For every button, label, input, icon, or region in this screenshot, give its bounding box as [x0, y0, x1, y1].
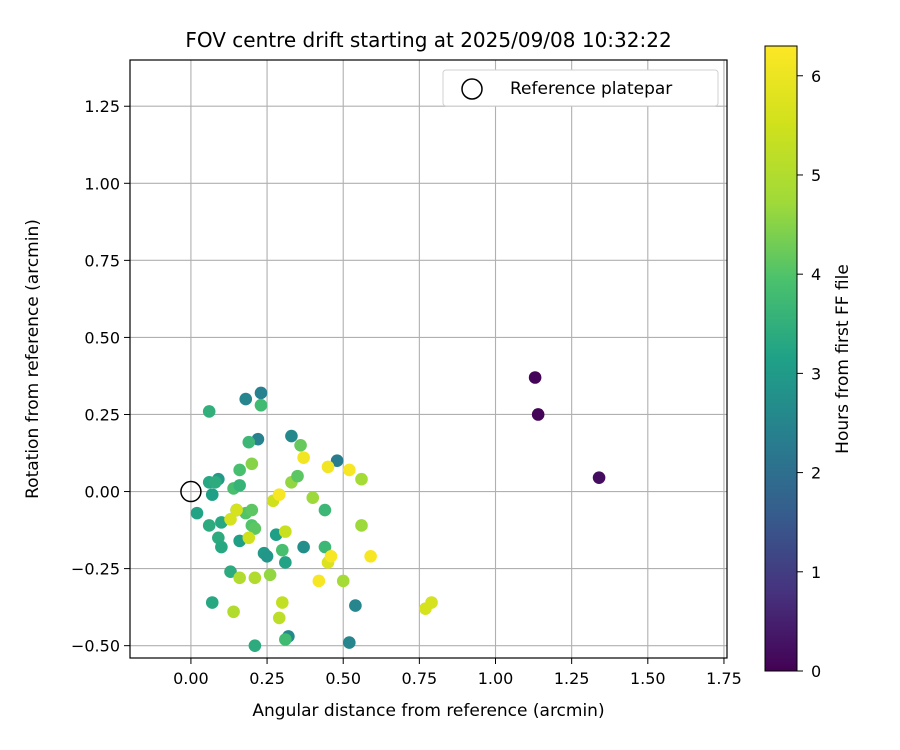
data-point	[275, 596, 289, 609]
data-point	[592, 471, 606, 484]
legend-label: Reference platepar	[510, 79, 672, 99]
x-tick-label: 1.50	[630, 669, 666, 688]
data-point	[254, 398, 268, 412]
data-point	[239, 392, 253, 406]
colorbar-label: Hours from first FF file	[833, 264, 853, 454]
data-point	[297, 540, 310, 554]
reference-platepar-marker	[180, 480, 202, 503]
data-point	[330, 454, 344, 468]
y-axis-label: Rotation from reference (arcmin)	[23, 219, 43, 499]
colorbar-tick-label: 1	[811, 563, 821, 582]
y-tick-label: 0.50	[84, 328, 120, 347]
data-point	[248, 522, 262, 535]
x-tick-label: 0.25	[249, 669, 285, 688]
data-point	[230, 503, 243, 517]
data-point	[294, 439, 307, 452]
colorbar-gradient	[764, 45, 798, 672]
y-tick-label: 1.25	[84, 97, 120, 116]
data-point	[233, 571, 246, 585]
colorbar-tick-label: 2	[811, 464, 821, 483]
data-point	[263, 568, 277, 582]
data-point	[224, 565, 237, 578]
data-point	[242, 435, 256, 449]
data-point	[233, 479, 246, 492]
x-tick-label: 0.00	[173, 669, 209, 688]
data-point	[343, 636, 356, 649]
data-point	[248, 639, 262, 652]
data-point	[224, 512, 237, 526]
data-point	[306, 491, 320, 505]
y-tick-label: 0.75	[84, 251, 120, 270]
data-point	[297, 451, 310, 464]
data-point	[208, 475, 222, 489]
data-point	[242, 531, 256, 545]
data-point	[318, 540, 332, 554]
data-point	[364, 549, 377, 563]
data-point	[343, 463, 356, 477]
data-point	[336, 574, 350, 588]
plot-frame	[129, 59, 728, 659]
data-point	[279, 556, 292, 569]
y-tick-label: 1.00	[84, 174, 120, 193]
x-tick-label: 1.25	[554, 669, 590, 688]
data-point	[260, 549, 274, 563]
legend-marker-icon	[461, 78, 483, 100]
data-point	[425, 596, 438, 609]
legend-box	[442, 69, 719, 107]
data-point	[205, 596, 219, 609]
x-tick-label: 0.75	[402, 669, 438, 688]
y-tick-label: 0.00	[84, 483, 120, 502]
data-point	[321, 460, 335, 474]
data-point	[202, 405, 216, 418]
data-point	[272, 488, 286, 501]
data-point	[324, 549, 338, 563]
data-point	[355, 472, 368, 486]
colorbar-tick-label: 5	[811, 166, 821, 185]
grid	[130, 60, 727, 658]
data-point	[275, 543, 289, 557]
data-point	[291, 469, 304, 483]
colorbar-tick-label: 4	[811, 265, 821, 284]
data-point	[531, 408, 545, 421]
data-point	[279, 633, 292, 646]
data-point	[202, 519, 216, 532]
data-point	[205, 488, 219, 501]
chart-title: FOV centre drift starting at 2025/09/08 …	[185, 28, 671, 52]
data-point	[248, 571, 262, 585]
data-point	[233, 463, 246, 477]
y-axis: −0.50 −0.25 0.00 0.25 0.50 0.75 1.00 1.25	[71, 97, 130, 656]
data-point	[227, 605, 240, 619]
data-point	[355, 519, 368, 532]
data-point	[312, 574, 326, 588]
colorbar-tick-label: 3	[811, 364, 821, 383]
y-tick-label: 0.25	[84, 405, 120, 424]
y-tick-label: −0.50	[71, 637, 120, 656]
colorbar-tick-label: 6	[811, 67, 821, 86]
x-axis-label: Angular distance from reference (arcmin)	[252, 701, 604, 721]
x-tick-label: 1.75	[706, 669, 742, 688]
data-point	[349, 599, 362, 612]
x-axis: 0.00 0.25 0.50 0.75 1.00 1.25 1.50 1.75	[173, 658, 742, 688]
y-tick-label: −0.25	[71, 560, 120, 579]
data-point	[528, 371, 542, 384]
data-point	[245, 503, 259, 517]
data-point	[190, 506, 204, 520]
data-point	[279, 525, 292, 538]
data-point	[215, 540, 228, 554]
x-tick-label: 1.00	[478, 669, 514, 688]
legend: Reference platepar	[442, 69, 719, 107]
data-point	[254, 386, 268, 400]
colorbar-tick-label: 0	[811, 662, 821, 681]
points-layer	[190, 371, 606, 652]
colorbar: 0 1 2 3 4 5 6 Hours from first FF file	[764, 45, 853, 681]
data-point	[245, 457, 259, 471]
data-point	[285, 429, 298, 443]
data-point	[272, 611, 286, 625]
x-tick-label: 0.50	[325, 669, 361, 688]
data-point	[318, 503, 332, 517]
